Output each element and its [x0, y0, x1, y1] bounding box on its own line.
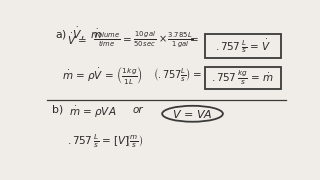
Text: $\dot{m}$ = $\rho\dot{V}$ =: $\dot{m}$ = $\rho\dot{V}$ = [62, 66, 114, 84]
Text: =: = [123, 35, 132, 45]
Bar [205, 34, 281, 58]
Text: $\frac{10\,gal}{50\,sec}$: $\frac{10\,gal}{50\,sec}$ [133, 30, 156, 50]
Text: $.757\,\frac{L}{s}$ = $\dot{V}$: $.757\,\frac{L}{s}$ = $\dot{V}$ [214, 37, 271, 55]
Text: b): b) [52, 105, 64, 115]
Text: $\dot{V}$ =: $\dot{V}$ = [67, 32, 88, 47]
Ellipse shape [162, 106, 223, 122]
Text: $\dot{m}$ = $\rho V A$: $\dot{m}$ = $\rho V A$ [68, 105, 116, 120]
Text: $.757\,\frac{kg}{s}$ = $\dot{m}$: $.757\,\frac{kg}{s}$ = $\dot{m}$ [211, 69, 274, 87]
Text: $\dot{V}$ = $VA$: $\dot{V}$ = $VA$ [172, 106, 213, 122]
Bar [205, 67, 281, 89]
Text: $\left(.757\frac{L}{s}\right)$: $\left(.757\frac{L}{s}\right)$ [153, 66, 190, 84]
Text: a)  $\dot{V}$,  $\dot{m}$: a) $\dot{V}$, $\dot{m}$ [55, 26, 102, 42]
Text: =: = [193, 70, 201, 80]
Text: =: = [190, 35, 199, 45]
Text: $\left(\frac{1\,kg}{1\,L}\right)$: $\left(\frac{1\,kg}{1\,L}\right)$ [116, 64, 143, 86]
Text: $.757\,\frac{L}{s}$ = $\left[V\right]\!\!\left(\frac{m}{s}\right)$: $.757\,\frac{L}{s}$ = $\left[V\right]\!\… [67, 132, 144, 150]
Text: $\times\,\frac{3.785\,L}{1\,gal}$: $\times\,\frac{3.785\,L}{1\,gal}$ [158, 30, 194, 49]
Text: $\frac{volume}{time}$: $\frac{volume}{time}$ [93, 30, 121, 49]
Text: or: or [133, 105, 144, 115]
